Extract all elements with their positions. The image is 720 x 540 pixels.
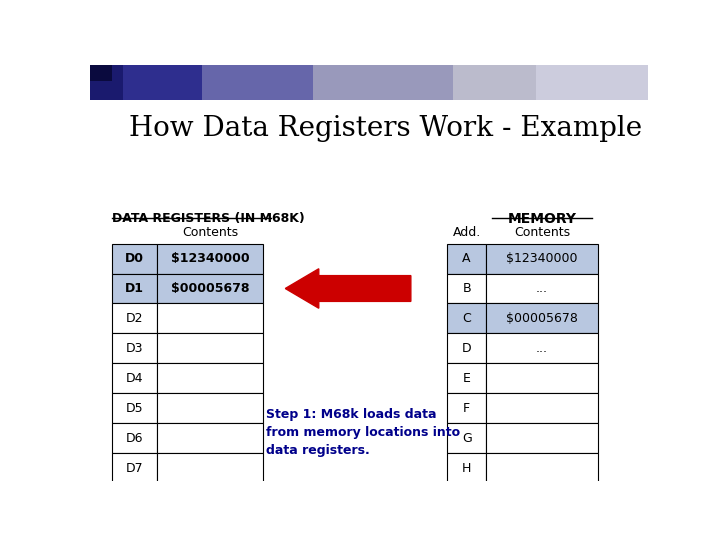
Text: A: A — [462, 252, 471, 265]
Bar — [313, 65, 453, 100]
Text: Add.: Add. — [453, 226, 481, 239]
Text: $12340000: $12340000 — [171, 252, 249, 265]
Text: D1: D1 — [125, 282, 144, 295]
Bar — [157, 453, 263, 483]
Text: Step 1: M68k loads data
from memory locations into
data registers.: Step 1: M68k loads data from memory loca… — [266, 408, 460, 457]
Bar — [90, 65, 112, 80]
Bar — [112, 303, 157, 333]
Bar — [90, 65, 124, 100]
FancyArrow shape — [285, 269, 411, 308]
Bar — [124, 65, 202, 100]
Text: Contents: Contents — [182, 226, 238, 239]
Bar — [112, 274, 157, 303]
Bar — [157, 423, 263, 453]
Text: ...: ... — [536, 282, 548, 295]
Bar — [486, 333, 598, 363]
Bar — [447, 333, 486, 363]
Bar — [447, 274, 486, 303]
Text: MEMORY: MEMORY — [508, 212, 577, 226]
Bar — [112, 453, 157, 483]
Text: E: E — [463, 372, 471, 385]
Bar — [486, 423, 598, 453]
Bar — [157, 363, 263, 393]
Bar — [486, 453, 598, 483]
Text: D: D — [462, 342, 472, 355]
Text: H: H — [462, 462, 472, 475]
Bar — [447, 363, 486, 393]
Text: ...: ... — [536, 342, 548, 355]
Bar — [453, 65, 536, 100]
Text: D2: D2 — [126, 312, 143, 325]
Text: D4: D4 — [126, 372, 143, 385]
Bar — [486, 363, 598, 393]
Bar — [486, 274, 598, 303]
Text: F: F — [463, 402, 470, 415]
Text: $00005678: $00005678 — [506, 312, 578, 325]
Text: D0: D0 — [125, 252, 144, 265]
Text: DATA REGISTERS (IN M68K): DATA REGISTERS (IN M68K) — [112, 212, 305, 225]
Bar — [157, 303, 263, 333]
Text: D3: D3 — [126, 342, 143, 355]
Text: How Data Registers Work - Example: How Data Registers Work - Example — [129, 114, 642, 141]
Bar — [112, 423, 157, 453]
Text: G: G — [462, 431, 472, 444]
Bar — [157, 244, 263, 274]
Bar — [447, 303, 486, 333]
Bar — [157, 274, 263, 303]
Text: B: B — [462, 282, 471, 295]
Bar — [486, 303, 598, 333]
Bar — [112, 244, 157, 274]
Text: $00005678: $00005678 — [171, 282, 249, 295]
Bar — [447, 244, 486, 274]
Bar — [112, 363, 157, 393]
Bar — [112, 333, 157, 363]
Bar — [157, 333, 263, 363]
Bar — [536, 65, 648, 100]
Text: D6: D6 — [126, 431, 143, 444]
Bar — [157, 393, 263, 423]
Bar — [202, 65, 313, 100]
Bar — [447, 393, 486, 423]
Bar — [447, 453, 486, 483]
Bar — [447, 423, 486, 453]
Bar — [486, 393, 598, 423]
Bar — [486, 244, 598, 274]
Bar — [112, 393, 157, 423]
Text: $12340000: $12340000 — [506, 252, 577, 265]
Text: Contents: Contents — [514, 226, 570, 239]
Text: D7: D7 — [126, 462, 143, 475]
Text: D5: D5 — [126, 402, 143, 415]
Text: C: C — [462, 312, 471, 325]
